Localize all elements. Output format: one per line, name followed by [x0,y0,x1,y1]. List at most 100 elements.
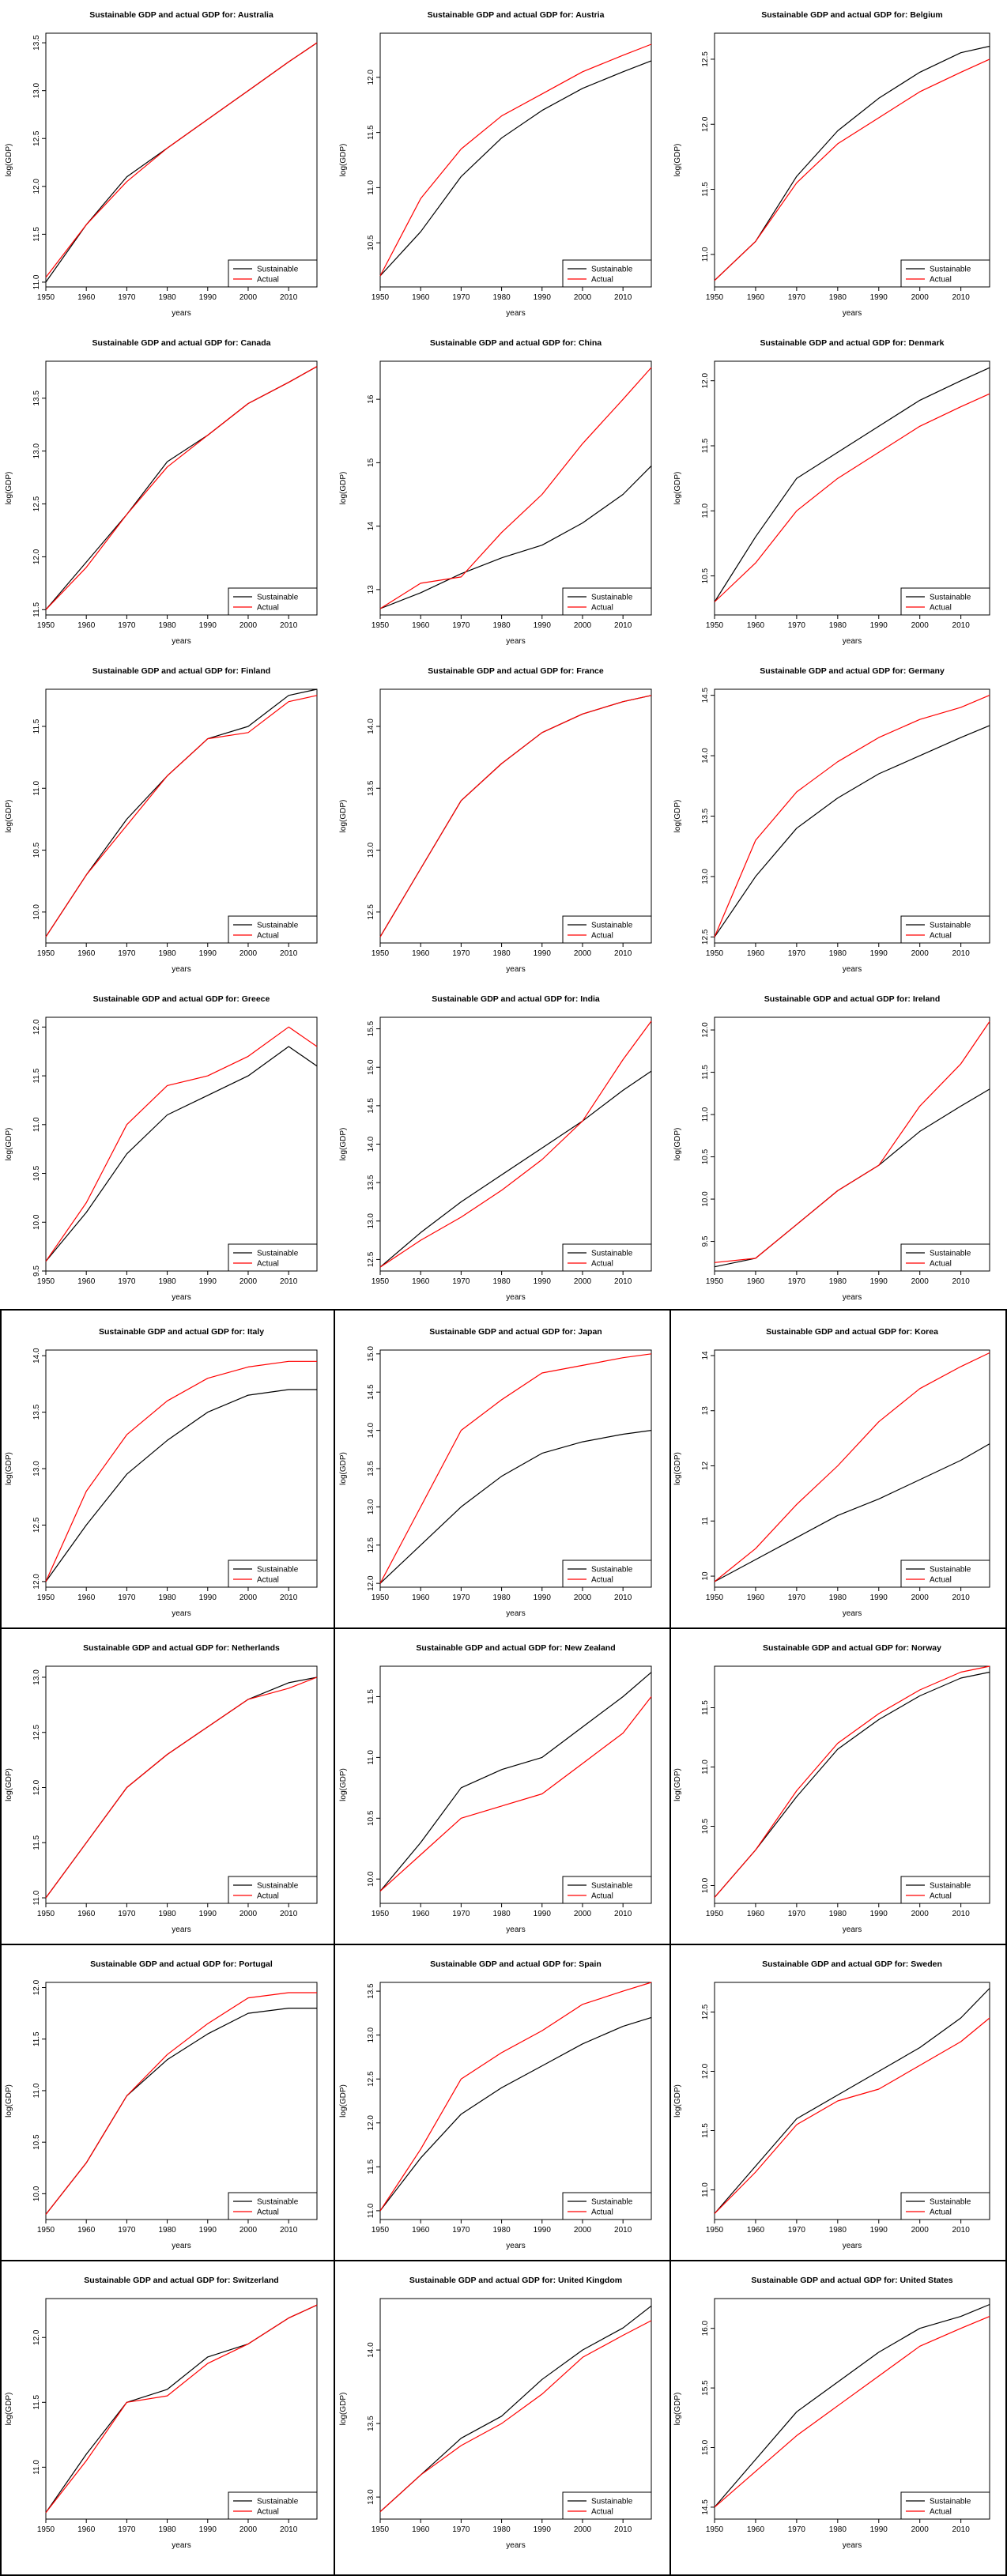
y-tick-label: 11.5 [32,1835,41,1850]
x-tick-label: 1960 [77,2525,96,2534]
x-tick-label: 1950 [37,2226,55,2235]
plot-area-frame [714,2298,990,2520]
y-axis-label: log(GDP) [673,1452,682,1485]
line-chart: Sustainable GDP and actual GDP for: Finl… [5,666,318,974]
x-tick-label: 2010 [952,949,971,958]
y-axis-label: log(GDP) [5,1128,13,1161]
y-tick-label: 12.5 [367,2071,375,2087]
x-tick-label: 1960 [747,293,765,302]
x-tick-label: 1950 [706,2226,724,2235]
x-tick-label: 1980 [492,949,511,958]
line-chart: Sustainable GDP and actual GDP for: Indi… [339,994,652,1302]
x-tick-label: 1990 [870,1593,888,1602]
line-chart: Sustainable GDP and actual GDP for: Unit… [339,2276,652,2550]
y-axis-label: log(GDP) [339,2084,348,2118]
y-tick-label: 11.0 [32,274,41,289]
y-tick-label: 14.0 [701,748,710,764]
y-tick-label: 10 [701,1571,710,1581]
x-tick-label: 1980 [158,949,176,958]
chart-panel-france: Sustainable GDP and actual GDP for: Fran… [334,656,669,984]
line-chart: Sustainable GDP and actual GDP for: Swit… [5,2276,318,2550]
series-line-actual [45,1360,317,1582]
y-axis-label: log(GDP) [5,144,13,177]
x-tick-label: 1960 [412,293,430,302]
x-tick-label: 1970 [452,1910,470,1918]
x-tick-label: 1950 [37,1910,55,1918]
x-tick-label: 2000 [911,1277,930,1286]
legend-box [228,2491,318,2520]
x-tick-label: 1960 [77,621,96,630]
y-tick-label: 11.0 [701,247,710,262]
x-tick-label: 1950 [371,1277,390,1286]
x-tick-label: 1970 [118,949,136,958]
chart-frame-row-divider [0,1627,1007,1629]
plot-area-frame [45,360,318,616]
y-tick-label: 12.5 [32,130,41,146]
y-tick-label: 12.0 [367,2115,375,2131]
chart-panel-switzerland: Sustainable GDP and actual GDP for: Swit… [0,2261,334,2560]
y-tick-label: 10.5 [367,1810,375,1826]
y-tick-label: 11.5 [32,718,41,734]
x-axis-label: years [506,965,525,974]
x-tick-label: 1950 [371,1910,390,1918]
x-tick-label: 2010 [614,1593,632,1602]
series-line-actual [45,695,318,937]
plot-area-frame [379,1665,652,1904]
x-tick-label: 2010 [952,1593,971,1602]
plot-area-frame [379,360,652,616]
legend-box [900,1560,990,1588]
series-line-actual [714,1352,990,1582]
y-tick-label: 11.5 [32,2031,41,2046]
legend-box [228,587,318,616]
x-tick-label: 2010 [280,621,298,630]
y-tick-label: 16.0 [701,2321,710,2337]
chart-frame-col-divider [669,1309,671,2576]
x-tick-label: 1970 [118,1910,136,1918]
x-tick-label: 2000 [911,1910,930,1918]
x-tick-label: 1970 [788,1593,806,1602]
y-axis-label: log(GDP) [673,472,682,505]
series-line-actual [714,2017,990,2214]
plot-area-frame [714,1982,990,2220]
y-tick-label: 13 [367,585,375,594]
y-tick-label: 11.5 [32,227,41,242]
legend-label: Actual [591,276,613,285]
x-tick-label: 2000 [911,1593,930,1602]
x-tick-label: 1990 [199,1277,217,1286]
y-tick-label: 15 [367,458,375,467]
y-axis-label: log(GDP) [673,1768,682,1801]
x-tick-label: 1950 [706,949,724,958]
x-tick-label: 1950 [706,621,724,630]
chart-title: Sustainable GDP and actual GDP for: Aust… [428,10,605,20]
line-chart: Sustainable GDP and actual GDP for: Kore… [673,1327,990,1618]
legend-label: Sustainable [930,594,971,602]
x-tick-label: 1950 [706,1593,724,1602]
x-axis-label: years [843,2541,862,2550]
plot-area-frame [714,1016,990,1272]
legend-label: Sustainable [930,266,971,274]
x-tick-label: 1960 [77,949,96,958]
x-tick-label: 2010 [952,293,971,302]
x-axis-label: years [843,1925,862,1934]
legend-box [900,2192,990,2220]
y-tick-label: 12.0 [367,1575,375,1591]
y-tick-label: 13.5 [367,2416,375,2431]
chart-title: Sustainable GDP and actual GDP for: Japa… [429,1327,602,1337]
legend-label: Actual [930,604,952,613]
legend-label: Actual [591,1892,613,1901]
y-tick-label: 12.5 [701,929,710,945]
y-tick-label: 11.0 [367,2203,375,2218]
x-tick-label: 1990 [534,621,552,630]
series-line-sustainable [379,465,652,609]
y-tick-label: 11.0 [367,1750,375,1765]
chart-panel-finland: Sustainable GDP and actual GDP for: Finl… [0,656,334,984]
x-tick-label: 2000 [239,1910,258,1918]
legend-label: Sustainable [257,2198,299,2207]
series-line-actual [379,43,652,277]
x-tick-label: 1990 [199,293,217,302]
y-tick-label: 14.0 [367,2342,375,2358]
y-tick-label: 10.0 [367,1871,375,1887]
x-tick-label: 2000 [239,2525,258,2534]
chart-title: Sustainable GDP and actual GDP for: Chin… [430,338,602,348]
legend-label: Actual [591,604,613,613]
